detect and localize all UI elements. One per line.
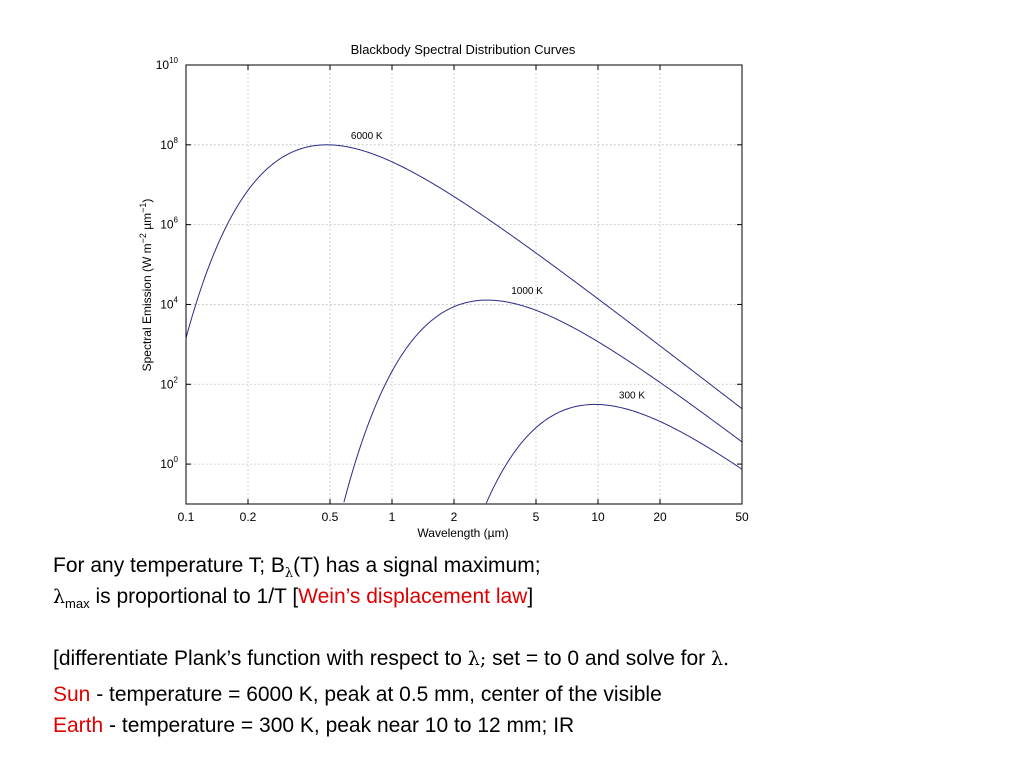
y-tick-label: 108: [160, 136, 178, 152]
chart-title: Blackbody Spectral Distribution Curves: [351, 42, 576, 57]
curves-layer: [186, 144, 742, 504]
plot-frame: [185, 64, 743, 505]
x-tick-label: 0.2: [240, 510, 257, 524]
sun-label: Sun: [53, 683, 91, 706]
y-tick-label: 106: [160, 216, 178, 232]
y-tick-label: 1010: [156, 56, 179, 72]
x-tick-label: 0.1: [178, 510, 195, 524]
series-line-300k: [485, 403, 742, 504]
x-tick-label: 0.5: [322, 510, 339, 524]
y-tick-label: 100: [160, 455, 178, 471]
x-tick-label: 5: [533, 510, 540, 524]
y-axis-ticks: 100 102 104 106 108 1010: [156, 56, 742, 471]
series-line-6000k: [186, 144, 742, 410]
wien-law-label: Wein’s displacement law: [298, 585, 528, 608]
earth-label: Earth: [53, 714, 104, 737]
text-line-differentiate: [differentiate Plank’s function with res…: [53, 647, 730, 670]
blackbody-chart: Blackbody Spectral Distribution Curves 0…: [138, 42, 749, 540]
series-label-300k: 300 K: [619, 390, 645, 401]
series-label-1000k: 1000 K: [511, 286, 543, 297]
x-axis-ticks: 0.1 0.2 0.5 1 2 5 10 20 50: [178, 65, 749, 524]
series-line-1000k: [343, 299, 742, 503]
series-label-6000k: 6000 K: [351, 131, 383, 142]
series-labels: 6000 K 1000 K 300 K: [351, 131, 645, 402]
text-line-sun: Sun - temperature = 6000 K, peak at 0.5 …: [53, 683, 662, 706]
text-line-wien: λmax is proportional to 1/T [Wein’s disp…: [53, 585, 534, 611]
y-axis-label: Spectral Emission (W m−2 µm−1): [138, 199, 154, 372]
x-tick-label: 2: [451, 510, 458, 524]
text-line-earth: Earth - temperature = 300 K, peak near 1…: [53, 714, 575, 737]
y-tick-label: 102: [160, 375, 178, 391]
x-tick-label: 1: [389, 510, 396, 524]
y-tick-label: 104: [160, 295, 178, 311]
x-tick-label: 10: [591, 510, 605, 524]
x-tick-label: 20: [653, 510, 667, 524]
x-tick-label: 50: [735, 510, 749, 524]
text-line-maximum: For any temperature T; Bλ(T) has a signa…: [53, 554, 541, 581]
x-axis-label: Wavelength (µm): [417, 526, 508, 540]
